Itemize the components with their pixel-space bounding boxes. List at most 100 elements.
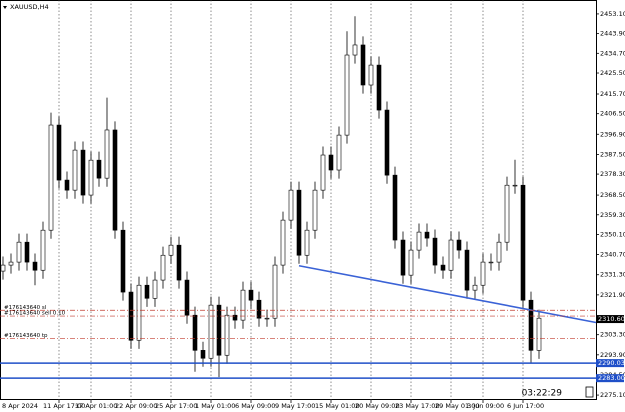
y-tick-label: 2293.90	[600, 351, 625, 359]
candle-body	[208, 304, 214, 359]
candle-body	[64, 179, 70, 191]
candle-body	[152, 279, 158, 299]
candle-body	[320, 154, 326, 191]
candle-body	[96, 159, 102, 179]
candle-body	[200, 350, 206, 359]
y-tick-label: 2387.50	[600, 150, 625, 158]
x-tick-label: 29 May 01:00	[435, 402, 480, 410]
candle-body	[384, 109, 390, 176]
candle-body	[136, 284, 142, 341]
x-tick-label: 17 Apr 01:00	[75, 402, 117, 410]
order-label: #176143640 tp	[4, 333, 48, 339]
candle-body	[480, 261, 486, 286]
candle-body	[368, 64, 374, 86]
candle-body	[184, 279, 190, 316]
level-label: 2290.03	[598, 359, 625, 367]
candle-body	[352, 44, 358, 56]
candle-body	[192, 314, 198, 351]
candle-body	[272, 264, 278, 319]
candle-body	[280, 219, 286, 266]
candle-body	[240, 289, 246, 321]
candle-body	[432, 237, 438, 266]
timer: 03:22:29	[522, 389, 563, 399]
order-label: #176143640 sl	[4, 305, 47, 311]
candle-body	[376, 64, 382, 111]
candle-body	[16, 241, 22, 263]
symbol-arrow	[3, 6, 7, 9]
candle-body	[248, 289, 254, 301]
candle-body	[520, 184, 526, 301]
x-tick-label: 25 Apr 17:00	[155, 402, 197, 410]
candle-body	[448, 239, 454, 271]
x-tick-label: 22 Apr 09:00	[115, 402, 157, 410]
order-label: #176143640 sell 0.10	[4, 311, 66, 317]
candle-body	[144, 284, 150, 299]
candle-body	[400, 239, 406, 276]
price-box	[596, 315, 624, 324]
candle-body	[440, 264, 446, 271]
x-tick-label: 9 May 17:00	[275, 402, 315, 410]
x-tick-label: 23 May 17:00	[395, 402, 440, 410]
candle-body	[360, 44, 366, 86]
y-tick-label: 2396.90	[600, 130, 625, 138]
y-tick-label: 2434.70	[600, 49, 625, 57]
level-box	[596, 359, 624, 368]
candle-body	[288, 189, 294, 221]
level-box	[596, 374, 624, 383]
x-tick-label: 6 May 09:00	[235, 402, 275, 410]
candle-body	[176, 244, 182, 281]
candle-body	[536, 317, 542, 351]
level-label: 2283.00	[598, 374, 625, 382]
timer-icon	[585, 386, 594, 398]
candle-body	[216, 304, 222, 356]
price-label: 2310.60	[598, 315, 625, 323]
candle-body	[472, 284, 478, 291]
candle-body	[56, 124, 62, 181]
x-tick-label: 20 May 09:00	[355, 402, 400, 410]
candle-body	[408, 249, 414, 276]
candle-body	[32, 261, 38, 271]
candle-body	[312, 189, 318, 231]
y-tick-label: 2378.30	[600, 170, 625, 178]
candle-body	[104, 129, 110, 179]
y-tick-label: 2453.10	[600, 10, 625, 18]
candle-body	[48, 124, 54, 231]
y-tick-label: 2331.30	[600, 271, 625, 279]
x-tick-label: 3 Jun 09:00	[467, 402, 504, 410]
candle-body	[344, 54, 350, 136]
y-tick-label: 2415.70	[600, 90, 625, 98]
y-tick-label: 2425.50	[600, 69, 625, 77]
candle-body	[496, 241, 502, 263]
y-tick-label: 2350.10	[600, 230, 625, 238]
y-tick-label: 2368.50	[600, 191, 625, 199]
candle-body	[168, 244, 174, 256]
candle-body	[456, 239, 462, 251]
candle-body	[416, 231, 422, 251]
y-tick-label: 2443.90	[600, 30, 625, 38]
x-tick-label: 15 May 01:00	[315, 402, 360, 410]
candle-body	[40, 229, 46, 271]
candle-body	[424, 231, 430, 239]
candle-body	[504, 184, 510, 243]
candle-body	[0, 264, 6, 272]
x-tick-label: 11 Apr 17:00	[43, 402, 85, 410]
y-tick-label: 2340.70	[600, 251, 625, 259]
y-tick-label: 2275.10	[600, 391, 625, 399]
candle-body	[328, 154, 334, 171]
x-tick-label: 1 May 01:00	[195, 402, 235, 410]
candle-body	[88, 159, 94, 196]
y-tick-label: 2321.90	[600, 291, 625, 299]
candle-body	[112, 129, 118, 231]
candle-body	[8, 261, 14, 266]
candle-body	[336, 134, 342, 171]
candle-body	[264, 317, 270, 320]
candle-body	[528, 299, 534, 351]
chart-title: XAUUSD,H4	[10, 3, 49, 11]
candle-body	[512, 184, 518, 187]
candle-body	[224, 314, 230, 356]
candle-body	[120, 229, 126, 293]
candle-body	[160, 254, 166, 281]
candle-body	[232, 314, 238, 321]
candle-body	[304, 229, 310, 256]
